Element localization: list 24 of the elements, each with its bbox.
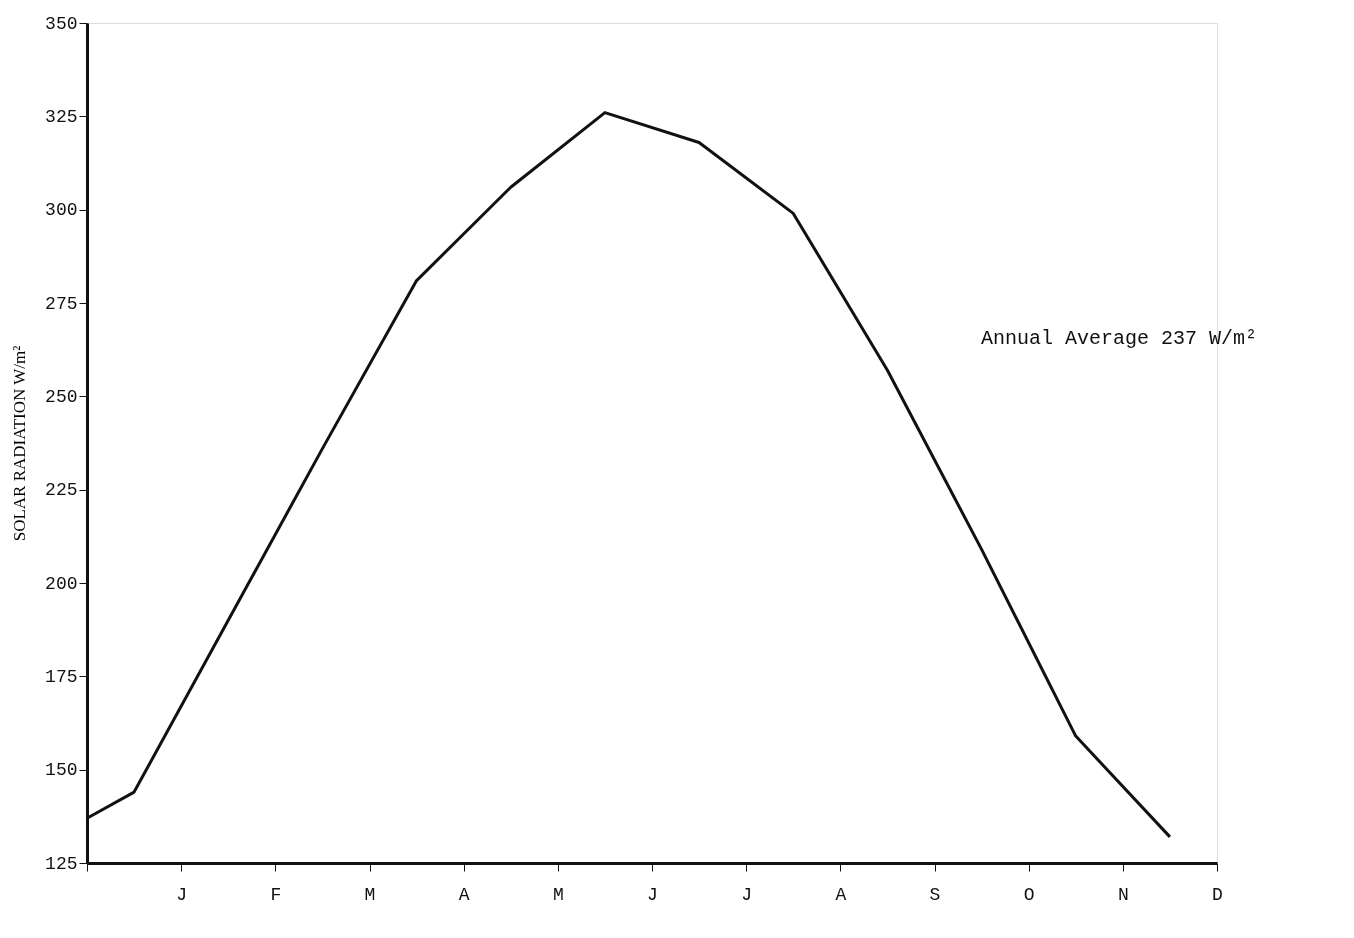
x-tick-label: S <box>929 884 941 905</box>
y-tick-label: 150 <box>45 760 78 781</box>
y-tick-label: 200 <box>45 573 78 594</box>
y-tick-label: 325 <box>45 106 78 127</box>
x-tick-label: D <box>1212 884 1223 905</box>
x-tick-label: J <box>176 884 188 905</box>
x-tick-label: N <box>1117 884 1129 905</box>
x-tick-label: J <box>647 884 658 905</box>
y-tick-label: 175 <box>45 666 78 687</box>
y-tick-label: 125 <box>45 853 78 874</box>
x-tick-label: M <box>364 884 376 905</box>
y-axis-title: SOLAR RADIATION W/m² <box>10 345 30 542</box>
x-tick-label: A <box>458 884 470 905</box>
y-tick-label: 250 <box>45 386 78 407</box>
y-tick-label: 350 <box>45 13 78 34</box>
x-tick-label: A <box>835 884 847 905</box>
x-tick-label: J <box>741 884 753 905</box>
x-tick-label: M <box>552 884 564 905</box>
y-tick-label: 300 <box>45 200 78 221</box>
y-tick-label: 275 <box>45 293 78 314</box>
x-tick-label: O <box>1023 884 1035 905</box>
annotation: Annual Average 237 W/m² <box>980 327 1257 350</box>
x-tick-label: F <box>270 884 282 905</box>
y-tick-label: 225 <box>45 480 78 501</box>
